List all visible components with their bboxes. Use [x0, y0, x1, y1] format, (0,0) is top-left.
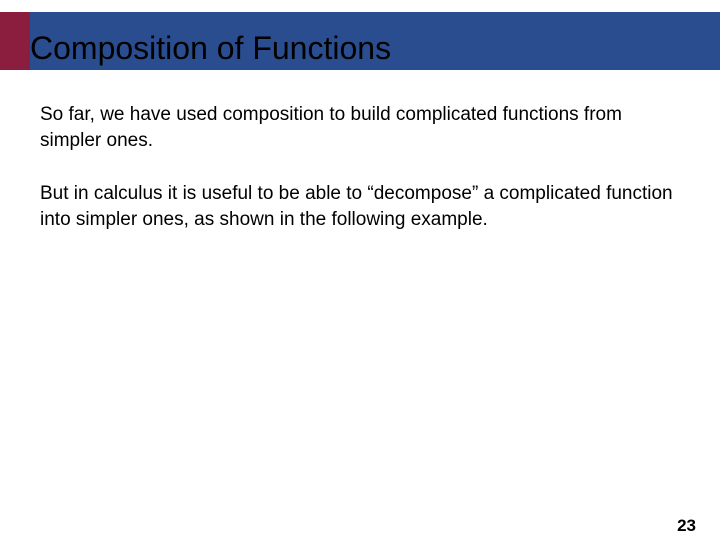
page-number: 23 — [677, 516, 696, 536]
paragraph-1: So far, we have used composition to buil… — [40, 102, 680, 153]
content-area: So far, we have used composition to buil… — [0, 70, 720, 233]
slide-title: Composition of Functions — [30, 30, 391, 67]
header-accent-stripe — [0, 12, 30, 70]
paragraph-2: But in calculus it is useful to be able … — [40, 181, 680, 232]
